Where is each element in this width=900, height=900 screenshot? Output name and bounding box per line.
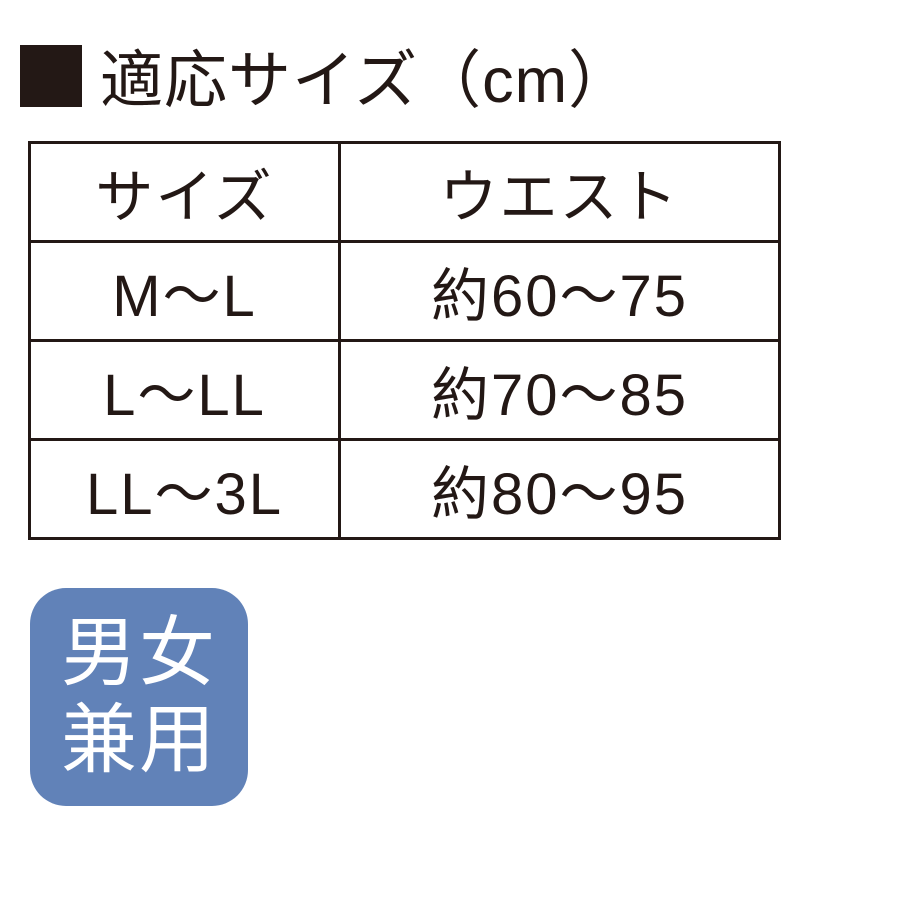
badge-line2: 兼用 bbox=[61, 697, 217, 784]
page-title: 適応サイズ（cm） bbox=[100, 30, 632, 121]
cell-waist: 約70〜85 bbox=[340, 341, 780, 440]
cell-size: LL〜3L bbox=[30, 440, 340, 539]
header-waist: ウエスト bbox=[340, 143, 780, 242]
cell-waist: 約60〜75 bbox=[340, 242, 780, 341]
table-header-row: サイズ ウエスト bbox=[30, 143, 780, 242]
cell-size: M〜L bbox=[30, 242, 340, 341]
table-row: M〜L 約60〜75 bbox=[30, 242, 780, 341]
size-table: サイズ ウエスト M〜L 約60〜75 L〜LL 約70〜85 LL〜3L 約8… bbox=[28, 141, 781, 540]
title-row: 適応サイズ（cm） bbox=[20, 30, 880, 121]
cell-waist: 約80〜95 bbox=[340, 440, 780, 539]
cell-size: L〜LL bbox=[30, 341, 340, 440]
header-size: サイズ bbox=[30, 143, 340, 242]
bullet-icon bbox=[20, 45, 82, 107]
badge-line1: 男女 bbox=[61, 610, 217, 697]
table-row: LL〜3L 約80〜95 bbox=[30, 440, 780, 539]
unisex-badge: 男女 兼用 bbox=[30, 588, 248, 806]
table-row: L〜LL 約70〜85 bbox=[30, 341, 780, 440]
